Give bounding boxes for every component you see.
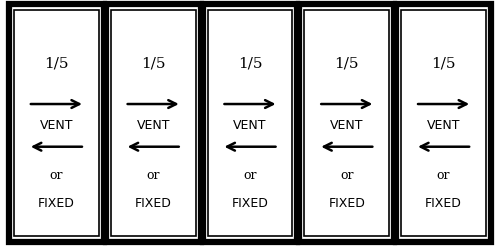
Bar [9, 4, 104, 242]
Text: or: or [340, 169, 353, 182]
Text: 1/5: 1/5 [432, 57, 456, 71]
Text: 1/5: 1/5 [141, 57, 166, 71]
Text: 1/5: 1/5 [44, 57, 68, 71]
Bar [304, 10, 389, 236]
Bar [401, 10, 486, 236]
Bar [396, 4, 491, 242]
Bar [14, 10, 99, 236]
Text: FIXED: FIXED [135, 197, 172, 210]
Text: FIXED: FIXED [425, 197, 462, 210]
Text: VENT: VENT [427, 119, 460, 132]
Text: VENT: VENT [136, 119, 170, 132]
Text: FIXED: FIXED [328, 197, 365, 210]
Text: 1/5: 1/5 [334, 57, 359, 71]
Text: or: or [50, 169, 63, 182]
Text: VENT: VENT [330, 119, 364, 132]
Bar [202, 4, 298, 242]
Text: FIXED: FIXED [38, 197, 75, 210]
Text: FIXED: FIXED [232, 197, 268, 210]
Text: VENT: VENT [233, 119, 267, 132]
Bar [208, 10, 292, 236]
Text: VENT: VENT [40, 119, 73, 132]
Text: 1/5: 1/5 [238, 57, 262, 71]
Bar [111, 10, 196, 236]
Bar [300, 4, 394, 242]
Text: or: or [243, 169, 257, 182]
Text: or: or [437, 169, 450, 182]
Text: or: or [146, 169, 160, 182]
Bar [106, 4, 200, 242]
